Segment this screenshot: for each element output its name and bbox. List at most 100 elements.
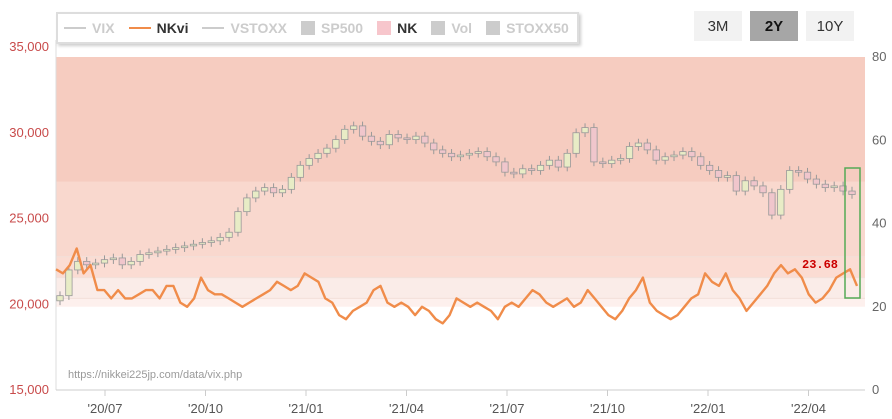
candle-body bbox=[376, 140, 384, 146]
candle-body bbox=[109, 257, 117, 261]
legend-label: VIX bbox=[92, 20, 115, 36]
legend: VIX NKvi VSTOXX SP500 NK Vol STOXX50 bbox=[56, 12, 579, 44]
candle-body bbox=[198, 242, 206, 245]
candle-body bbox=[519, 168, 527, 175]
candle-body bbox=[163, 248, 171, 252]
candle-body bbox=[332, 139, 340, 149]
candle-body bbox=[145, 252, 153, 255]
candle-body bbox=[189, 243, 198, 247]
candle-body bbox=[180, 245, 189, 249]
legend-swatch-icon bbox=[301, 21, 316, 35]
x-tick-label: '20/10 bbox=[188, 401, 223, 416]
legend-label: NK bbox=[397, 20, 418, 36]
candle-body bbox=[768, 192, 776, 216]
nk-candlesticks bbox=[56, 121, 856, 306]
candle-body bbox=[278, 188, 287, 194]
candle-body bbox=[617, 158, 625, 161]
candle-body bbox=[501, 161, 509, 173]
candle-body bbox=[697, 156, 705, 166]
band-2 bbox=[56, 256, 865, 278]
candle-body bbox=[252, 190, 260, 199]
left-tick-label: 25,000 bbox=[9, 211, 49, 226]
candle-body bbox=[483, 151, 491, 158]
legend-item-nk[interactable]: NK bbox=[377, 20, 417, 36]
candle-body bbox=[821, 183, 829, 189]
grid-lines bbox=[55, 40, 865, 391]
x-tick-label: '20/07 bbox=[87, 401, 122, 416]
candle-body bbox=[341, 128, 349, 141]
x-tick-label: '22/01 bbox=[690, 401, 725, 416]
candle-body bbox=[848, 190, 856, 195]
right-tick-label: 0 bbox=[872, 382, 879, 397]
range-button-2y[interactable]: 2Y bbox=[750, 11, 798, 41]
x-tick-label: '21/04 bbox=[389, 401, 424, 416]
legend-label: Vol bbox=[451, 20, 473, 36]
candle-body bbox=[127, 260, 135, 266]
candle-body bbox=[207, 240, 215, 243]
latest-highlight-box bbox=[844, 167, 861, 299]
candle-body bbox=[510, 171, 518, 175]
legend-item-vstoxx[interactable]: VSTOXX bbox=[202, 20, 287, 36]
range-button-3m[interactable]: 3M bbox=[694, 11, 742, 41]
candle-body bbox=[643, 142, 651, 151]
candle-body bbox=[759, 185, 767, 194]
candle-body bbox=[91, 262, 100, 266]
candle-body bbox=[795, 170, 803, 173]
candle-body bbox=[803, 171, 812, 180]
candle-body bbox=[225, 231, 233, 238]
nkvi-series-line bbox=[55, 247, 859, 325]
legend-item-vix[interactable]: VIX bbox=[64, 20, 115, 36]
candle-body bbox=[261, 187, 269, 192]
range-selector: 3M 2Y 10Y bbox=[694, 11, 862, 41]
candle-body bbox=[661, 156, 669, 161]
candle-body bbox=[403, 137, 411, 141]
legend-item-nkvi[interactable]: NKvi bbox=[128, 20, 189, 36]
legend-item-vol[interactable]: Vol bbox=[431, 20, 472, 36]
candle-body bbox=[777, 188, 785, 216]
candle-body bbox=[741, 180, 749, 192]
candle-body bbox=[216, 236, 224, 242]
x-tick-label: '21/10 bbox=[590, 401, 625, 416]
legend-swatch-icon bbox=[202, 27, 225, 29]
candle-body bbox=[634, 142, 643, 147]
x-tick-label: '21/01 bbox=[288, 401, 323, 416]
candle-body bbox=[421, 135, 429, 144]
candle-body bbox=[234, 211, 242, 233]
legend-item-sp500[interactable]: SP500 bbox=[301, 20, 363, 36]
range-button-10y[interactable]: 10Y bbox=[806, 11, 854, 41]
legend-item-stoxx50[interactable]: STOXX50 bbox=[486, 20, 569, 36]
legend-label: STOXX50 bbox=[506, 20, 569, 36]
candle-body bbox=[492, 156, 500, 163]
candle-body bbox=[358, 125, 367, 137]
candle-body bbox=[839, 185, 847, 192]
candle-body bbox=[714, 170, 723, 178]
candle-body bbox=[136, 254, 144, 262]
candle-body bbox=[625, 146, 634, 159]
candle-body bbox=[786, 170, 794, 190]
legend-swatch-icon bbox=[64, 27, 86, 29]
candle-body bbox=[590, 127, 598, 163]
candle-body bbox=[314, 152, 322, 159]
candle-body bbox=[723, 175, 732, 178]
x-axis: '20/07 '20/10 '21/01 '21/04 '21/07 '21/10 '22/… bbox=[87, 390, 826, 416]
candle-body bbox=[670, 154, 678, 158]
candle-body bbox=[474, 151, 482, 154]
candle-body bbox=[545, 159, 554, 166]
band-3 bbox=[56, 181, 865, 257]
candle-body bbox=[56, 295, 64, 302]
candle-body bbox=[688, 151, 696, 158]
candle-body bbox=[563, 152, 571, 168]
candle-body bbox=[305, 158, 313, 166]
candle-body bbox=[652, 149, 660, 161]
candle-body bbox=[118, 257, 126, 266]
band-0 bbox=[56, 298, 865, 307]
candle-body bbox=[296, 164, 304, 178]
legend-label: VSTOXX bbox=[230, 20, 288, 36]
candle-body bbox=[812, 178, 821, 185]
candle-body bbox=[572, 132, 580, 154]
nkvi-last-value: 23.68 bbox=[802, 258, 838, 272]
band-4 bbox=[56, 57, 865, 182]
candle-body bbox=[287, 176, 295, 190]
legend-label: NKvi bbox=[156, 20, 189, 36]
candle-body bbox=[706, 164, 714, 171]
